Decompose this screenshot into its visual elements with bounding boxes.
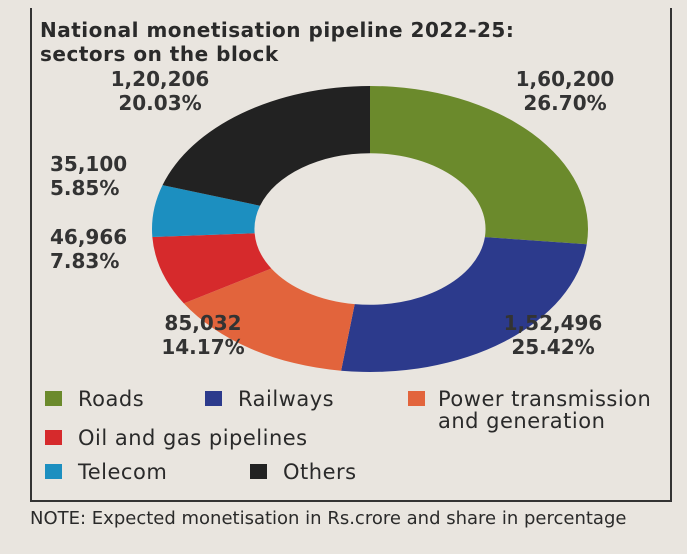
legend-swatch [408, 391, 425, 406]
chart-subtitle: sectors on the block [40, 42, 279, 66]
legend-swatch [205, 391, 222, 406]
share-label: 5.85% [50, 176, 119, 200]
legend-swatch [45, 391, 62, 406]
share-label: 26.70% [523, 91, 606, 115]
value-label: 46,966 [50, 225, 127, 249]
legend-label: Telecom [78, 460, 168, 484]
value-label: 85,032 [164, 311, 241, 335]
donut-slice [162, 86, 370, 206]
donut-slice [341, 237, 587, 372]
value-label: 1,20,206 [111, 67, 210, 91]
share-label: 7.83% [50, 249, 119, 273]
legend-label: Others [283, 460, 357, 484]
note: NOTE: Expected monetisation in Rs.crore … [30, 508, 627, 529]
value-label: 1,60,200 [516, 67, 615, 91]
frame [30, 8, 672, 502]
value-label: 1,52,496 [504, 311, 603, 335]
donut-slice [370, 86, 589, 245]
value-label: 35,100 [50, 152, 127, 176]
legend-label: Power transmission and generation [438, 387, 652, 433]
legend-swatch [45, 464, 62, 479]
legend-swatch [250, 464, 267, 479]
share-label: 25.42% [511, 335, 594, 359]
donut-slice [183, 268, 355, 371]
legend-label: Roads [78, 387, 145, 411]
legend-swatch [45, 430, 62, 445]
legend-label: Oil and gas pipelines [78, 426, 308, 450]
chart-title: National monetisation pipeline 2022-25: [40, 18, 515, 42]
legend-label: Railways [238, 387, 335, 411]
donut-slice [152, 233, 272, 304]
share-label: 14.17% [161, 335, 244, 359]
share-label: 20.03% [118, 91, 201, 115]
donut-slice [152, 185, 261, 237]
